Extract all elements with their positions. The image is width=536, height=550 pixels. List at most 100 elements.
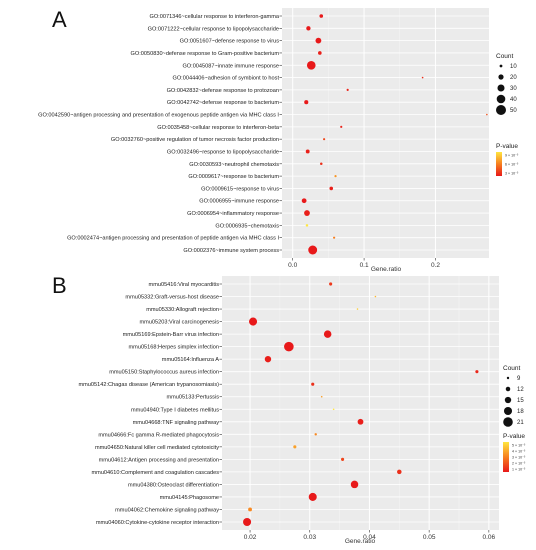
data-point — [248, 507, 252, 512]
color-legend-label: 1 × 10⁻³ — [512, 467, 526, 471]
size-legend-dot — [503, 406, 513, 416]
size-legend-dot — [505, 386, 511, 392]
term-label: GO:0042832~defense response to protozoan — [167, 88, 279, 94]
data-point — [356, 308, 359, 310]
term-label: GO:0050830~defense response to Gram-posi… — [131, 51, 280, 57]
term-label: GO:0042742~defense response to bacterium — [167, 100, 279, 106]
data-point — [308, 245, 318, 255]
term-label: mmu04610:Complement and coagulation casc… — [92, 470, 220, 476]
x-tick-label: 0.02 — [244, 534, 257, 541]
term-label: GO:0009615~response to virus — [201, 186, 279, 192]
data-point — [421, 76, 424, 79]
term-label: GO:0006954~inflammatory response — [187, 211, 279, 217]
size-legend-dot — [504, 396, 512, 404]
x-tick-label: 0.2 — [431, 262, 440, 269]
data-point — [333, 236, 336, 239]
points-a — [301, 14, 488, 255]
data-point — [305, 224, 309, 227]
data-point — [318, 51, 322, 55]
x-ticks-a: 0.0 0.1 0.2 — [288, 258, 440, 269]
size-legend-label: 10 — [510, 64, 517, 70]
term-label: mmu05169:Epstein-Barr virus infection — [123, 332, 219, 338]
data-point — [249, 317, 258, 326]
points-b — [243, 282, 479, 527]
term-label: mmu05150:Staphylococcus aureus infection — [109, 370, 219, 376]
term-label: GO:0032760~positive regulation of tumor … — [111, 137, 279, 143]
size-legend-label: 40 — [510, 97, 517, 103]
term-label: mmu04612:Antigen processing and presenta… — [99, 457, 219, 463]
term-label: GO:0045087~innate immune response — [182, 63, 279, 69]
size-legend-label: 50 — [510, 108, 517, 114]
panel-label-a: A — [52, 7, 67, 32]
size-legend-dot — [499, 64, 503, 68]
term-label: mmu04060:Cytokine-cytokine receptor inte… — [96, 520, 219, 526]
plot-area-b — [222, 276, 499, 530]
term-label: GO:0009617~response to bacterium — [188, 174, 279, 180]
data-point — [323, 138, 326, 141]
color-legend-label: 3 × 10⁻³ — [512, 455, 526, 459]
size-legend-label: 30 — [510, 86, 517, 92]
term-label: mmu04145:Phagosome — [160, 495, 219, 501]
term-label: mmu04940:Type I diabetes mellitus — [131, 407, 219, 413]
term-label: mmu05203:Viral carcinogenesis — [140, 320, 220, 326]
data-point — [314, 433, 317, 436]
data-point — [323, 330, 332, 338]
term-label: mmu04650:Natural killer cell mediated cy… — [95, 445, 219, 451]
data-point — [308, 492, 317, 501]
data-point — [304, 210, 310, 216]
color-legend-a: 9 × 10⁻³ 6 × 10⁻³ 3 × 10⁻³ — [496, 152, 519, 176]
data-point — [397, 469, 402, 475]
data-point — [350, 480, 359, 489]
x-ticks-b: 0.02 0.03 0.04 0.05 0.06 — [244, 530, 496, 541]
legend-b: Count 9 12 15 18 21 P-value 5 × 10⁻³ 4 × 10⁻³… — [503, 365, 526, 472]
term-label: mmu04668:TNF signaling pathway — [133, 420, 220, 426]
color-legend-label: 3 × 10⁻³ — [505, 171, 519, 175]
color-legend-bar — [503, 442, 509, 472]
color-legend-label: 6 × 10⁻³ — [505, 162, 519, 166]
term-label: mmu05142:Chagas disease (American trypan… — [78, 382, 219, 388]
term-label: mmu05133:Pertussis — [166, 395, 219, 401]
color-legend-title-b: P-value — [503, 433, 525, 440]
x-axis-title-b: Gene.ratio — [345, 538, 376, 545]
size-legend-dot — [498, 74, 504, 80]
size-legend-dot — [496, 105, 506, 115]
size-legend-label: 18 — [517, 409, 524, 415]
size-legend-dot — [496, 94, 506, 104]
term-label: GO:0002474~antigen processing and presen… — [67, 236, 279, 242]
data-point — [320, 395, 323, 398]
term-label: mmu05168:Herpes simplex infection — [129, 345, 219, 351]
x-tick-label: 0.1 — [360, 262, 369, 269]
term-label: mmu04666:Fc gamma R-mediated phagocytosi… — [98, 432, 219, 438]
term-label: GO:0071222~cellular response to lipopoly… — [148, 26, 279, 32]
data-point — [357, 418, 364, 425]
size-legend-label: 9 — [517, 376, 521, 382]
color-legend-label: 2 × 10⁻³ — [512, 461, 526, 465]
color-legend-title-a: P-value — [496, 143, 518, 150]
data-point — [334, 175, 337, 178]
plot-area-a — [282, 8, 489, 258]
data-point — [475, 370, 479, 374]
data-point — [311, 382, 315, 386]
data-point — [301, 198, 307, 204]
size-legend-title-b: Count — [503, 365, 521, 372]
data-point — [306, 26, 311, 31]
data-point — [340, 125, 343, 128]
term-label: mmu04062:Chemokine signaling pathway — [115, 507, 219, 513]
legend-a: Count 10 20 30 40 50 P-value 9 × 10⁻³ 6 × 10⁻… — [496, 53, 519, 176]
term-label: mmu05164:Influenza A — [162, 357, 219, 363]
size-legend-label: 21 — [517, 420, 524, 426]
term-label: GO:0032496~response to lipopolysaccharid… — [167, 149, 279, 155]
term-label: GO:0035458~cellular response to interfer… — [157, 125, 280, 131]
panel-b: B mmu05416:Viral myocarditis mmu05332:Gra… — [52, 273, 526, 545]
term-label: mmu05416:Viral myocarditis — [149, 282, 220, 288]
term-label: mmu05330:Allograft rejection — [146, 307, 219, 313]
data-point — [319, 14, 324, 18]
x-tick-label: 0.03 — [303, 534, 316, 541]
size-legend-label: 12 — [517, 387, 524, 393]
data-point — [284, 341, 294, 352]
data-point — [305, 149, 310, 154]
x-axis-title-a: Gene.ratio — [371, 266, 402, 273]
data-point — [374, 295, 377, 298]
term-label: GO:0044406~adhesion of symbiont to host — [172, 76, 279, 82]
